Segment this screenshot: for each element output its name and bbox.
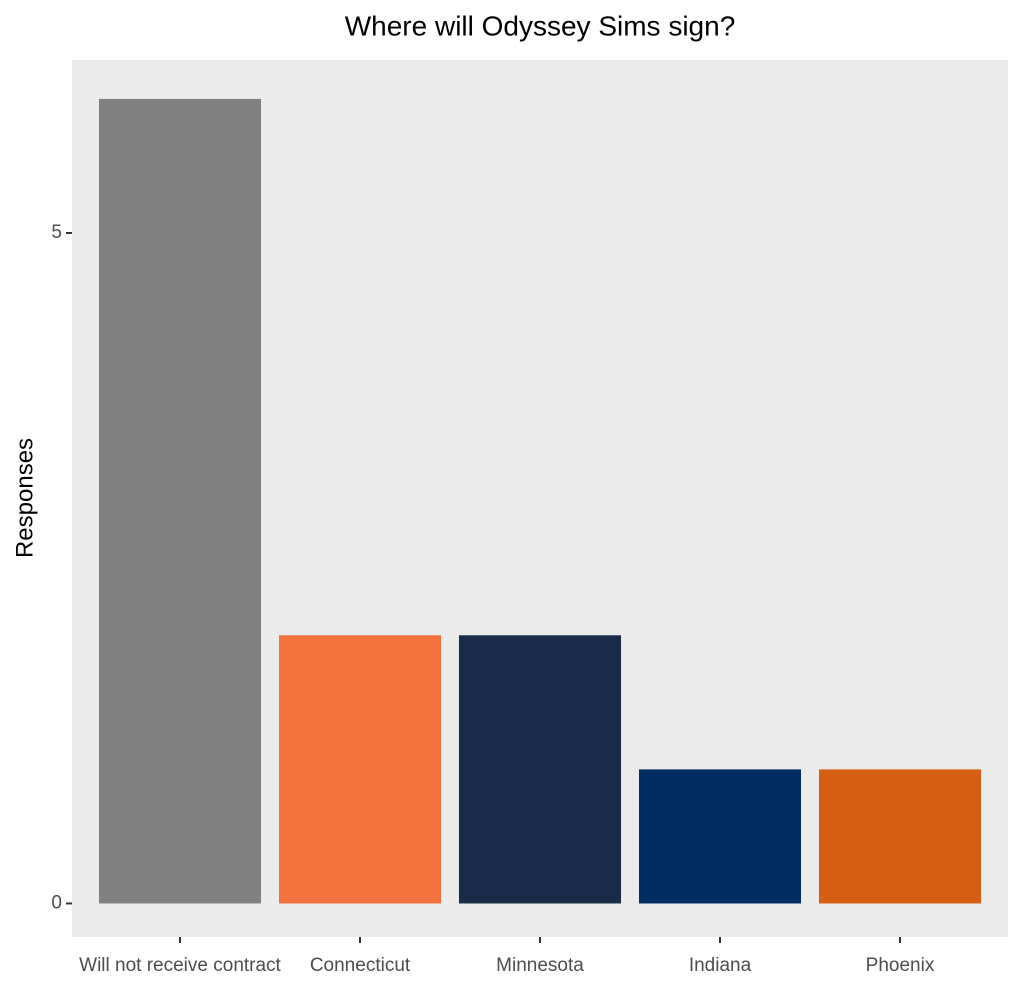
y-tick-label: 0: [51, 892, 62, 913]
bar: [279, 635, 441, 904]
x-tick-label: Will not receive contract: [79, 955, 281, 976]
y-axis-title: Responses: [11, 438, 38, 558]
bar: [99, 98, 261, 904]
x-tick-label: Connecticut: [310, 955, 411, 976]
chart-title: Where will Odyssey Sims sign?: [345, 10, 736, 41]
y-tick-label: 5: [51, 222, 62, 243]
x-tick-label: Phoenix: [866, 955, 935, 976]
bar: [639, 769, 801, 904]
bar: [459, 635, 621, 904]
x-tick-label: Minnesota: [496, 955, 584, 976]
bar: [819, 769, 981, 904]
x-tick-label: Indiana: [689, 955, 752, 976]
